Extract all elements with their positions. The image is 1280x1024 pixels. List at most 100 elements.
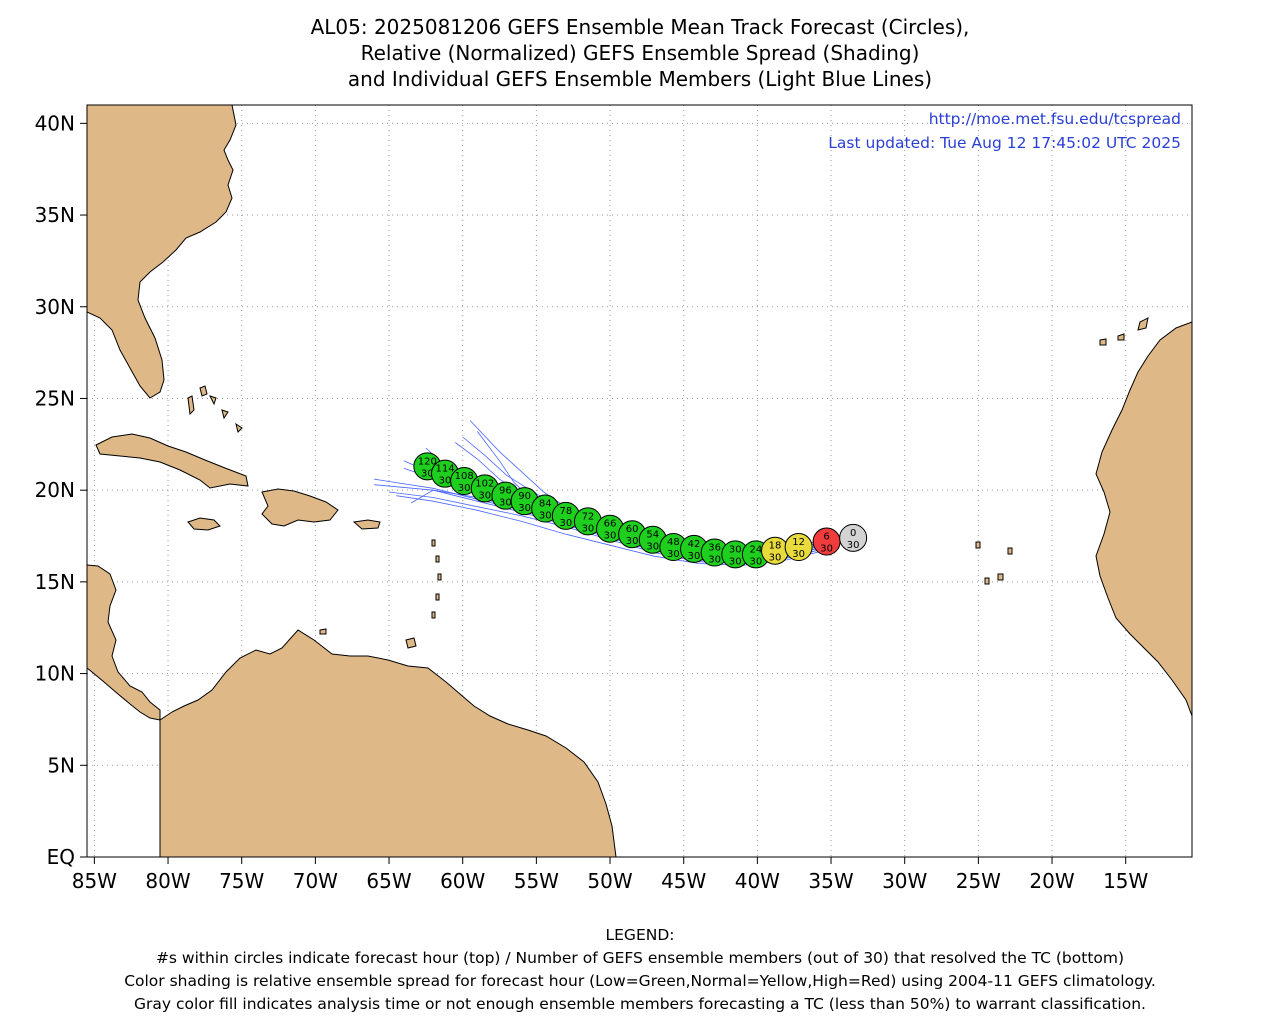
member-count: 30	[792, 549, 805, 560]
lat-tick-label: 15N	[35, 570, 75, 594]
legend-line-3: Gray color fill indicates analysis time …	[134, 995, 1146, 1013]
lat-tick-label: 10N	[35, 662, 75, 686]
lon-tick-label: 80W	[145, 869, 190, 893]
track-circle	[839, 523, 868, 552]
forecast-hour: 96	[499, 486, 512, 497]
member-count: 30	[439, 476, 452, 487]
member-count: 30	[667, 549, 680, 560]
legend-line-2: Color shading is relative ensemble sprea…	[124, 972, 1156, 990]
land-central-america	[87, 564, 161, 721]
forecast-hour: 30	[729, 544, 742, 555]
title-line-3: and Individual GEFS Ensemble Members (Li…	[347, 67, 933, 91]
member-count: 30	[820, 544, 833, 555]
lat-tick-label: 5N	[47, 753, 75, 777]
forecast-hour: 36	[708, 543, 721, 554]
source-url[interactable]: http://moe.met.fsu.edu/tcspread	[929, 110, 1181, 128]
member-count: 30	[604, 531, 617, 542]
forecast-hour: 78	[559, 506, 572, 517]
title-line-2: Relative (Normalized) GEFS Ensemble Spre…	[360, 41, 920, 65]
forecast-hour: 66	[604, 519, 617, 530]
land-africa	[1095, 321, 1192, 857]
member-count: 30	[421, 468, 434, 479]
title-line-1: AL05: 2025081206 GEFS Ensemble Mean Trac…	[310, 15, 970, 39]
land-south-america	[159, 629, 617, 857]
land-lesser-antilles	[319, 539, 442, 649]
forecast-hour: 42	[688, 539, 701, 550]
member-count: 30	[708, 555, 721, 566]
land-puerto-rico	[352, 519, 381, 530]
lon-tick-label: 35W	[808, 869, 853, 893]
member-count: 30	[458, 483, 471, 494]
member-count: 30	[729, 556, 742, 567]
lon-tick-label: 75W	[219, 869, 264, 893]
member-count: 30	[646, 542, 659, 553]
lon-tick-label: 55W	[514, 869, 559, 893]
land-north-america	[87, 105, 237, 399]
land-atlantic-islands	[975, 317, 1149, 585]
forecast-hour: 114	[435, 464, 454, 475]
land-masses	[87, 105, 1192, 857]
lat-tick-label: 40N	[35, 111, 75, 135]
lon-tick-label: 15W	[1103, 869, 1148, 893]
member-count: 30	[559, 518, 572, 529]
member-count: 30	[518, 503, 531, 514]
chart-title: AL05: 2025081206 GEFS Ensemble Mean Trac…	[0, 14, 1280, 92]
lon-tick-label: 85W	[72, 869, 117, 893]
member-count: 30	[499, 498, 512, 509]
legend-line-1: #s within circles indicate forecast hour…	[155, 949, 1125, 967]
forecast-hour: 120	[418, 456, 437, 467]
lon-tick-label: 60W	[440, 869, 485, 893]
member-count: 30	[750, 556, 763, 567]
last-updated: Last updated: Tue Aug 12 17:45:02 UTC 20…	[828, 134, 1181, 152]
forecast-hour: 54	[646, 530, 659, 541]
legend-heading: LEGEND:	[605, 926, 675, 944]
forecast-hour: 6	[823, 532, 829, 543]
forecast-hour: 72	[582, 511, 595, 522]
member-count: 30	[626, 536, 639, 547]
forecast-hour: 24	[750, 544, 763, 555]
lon-tick-label: 45W	[661, 869, 706, 893]
track-circle	[784, 533, 813, 562]
lat-tick-label: 25N	[35, 386, 75, 410]
lon-tick-label: 50W	[587, 869, 632, 893]
lon-tick-label: 40W	[735, 869, 780, 893]
forecast-hour: 108	[455, 471, 474, 482]
member-count: 30	[539, 511, 552, 522]
forecast-hour: 102	[475, 478, 494, 489]
forecast-hour: 90	[518, 491, 531, 502]
member-count: 30	[582, 523, 595, 534]
forecast-hour: 48	[667, 537, 680, 548]
member-count: 30	[688, 551, 701, 562]
longitude-axis: 85W 80W 75W 70W 65W 60W 55W 50W 45W 40W 35W 30W 25W 2…	[72, 857, 1149, 893]
lat-tick-label: 35N	[35, 203, 75, 227]
legend: LEGEND: #s within circles indicate forec…	[0, 924, 1280, 1016]
track-point: 630	[812, 527, 841, 556]
lon-tick-label: 25W	[956, 869, 1001, 893]
lon-tick-label: 70W	[293, 869, 338, 893]
member-count: 30	[847, 540, 860, 551]
forecast-hour: 84	[539, 499, 552, 510]
member-count: 30	[478, 490, 491, 501]
land-hispaniola	[261, 488, 339, 527]
track-point: 030	[839, 523, 868, 552]
land-cuba	[95, 433, 249, 489]
forecast-hour: 0	[850, 528, 856, 539]
member-count: 30	[769, 553, 782, 564]
forecast-hour: 18	[769, 541, 782, 552]
lon-tick-label: 65W	[366, 869, 411, 893]
lat-tick-label: EQ	[47, 845, 75, 869]
land-jamaica	[187, 517, 221, 531]
lon-tick-label: 30W	[882, 869, 927, 893]
latitude-axis: EQ 5N 10N 15N 20N 25N 30N 35N 40N	[35, 111, 87, 869]
forecast-hour: 60	[626, 524, 639, 535]
forecast-hour: 12	[792, 537, 805, 548]
land-bahamas	[187, 385, 243, 433]
lat-tick-label: 30N	[35, 295, 75, 319]
